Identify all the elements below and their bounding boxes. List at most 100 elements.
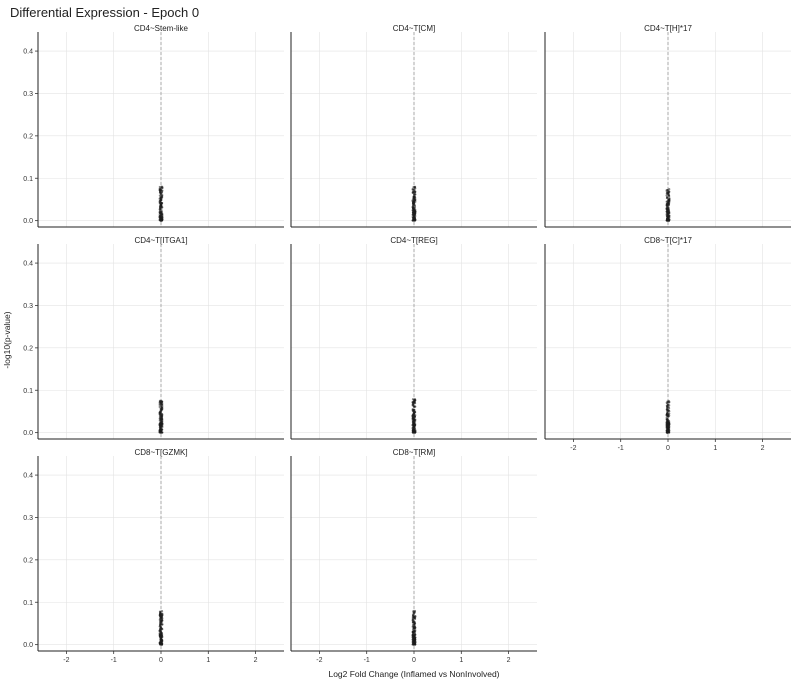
data-point	[160, 213, 163, 216]
data-point	[412, 413, 415, 416]
data-point	[158, 187, 161, 190]
data-point	[411, 207, 415, 210]
x-tick-label: 0	[666, 445, 670, 452]
data-point	[159, 610, 162, 614]
x-tick-label: -1	[618, 445, 624, 452]
data-point	[159, 413, 162, 416]
data-point	[158, 402, 161, 405]
data-point	[159, 407, 162, 410]
y-tick-label: 0.4	[23, 473, 33, 480]
data-point	[161, 193, 164, 197]
data-point	[411, 431, 415, 434]
x-tick-label: -1	[111, 657, 117, 664]
y-tick-label: 0.1	[23, 388, 33, 395]
x-tick-label: -2	[570, 445, 576, 452]
data-point	[161, 206, 164, 209]
data-point	[158, 632, 161, 636]
data-point	[160, 186, 163, 189]
data-point	[666, 418, 669, 421]
data-point	[160, 210, 163, 214]
data-point	[159, 425, 163, 429]
y-tick-label: 0.3	[23, 515, 33, 522]
data-point	[667, 207, 670, 210]
facet-panel: CD8~T[C]*17 -2 -1 0 1 2	[544, 236, 791, 452]
data-point	[666, 420, 670, 423]
data-point	[667, 405, 670, 409]
data-point	[412, 210, 416, 214]
data-point	[412, 410, 415, 413]
data-point	[413, 423, 416, 426]
data-point	[158, 201, 161, 205]
data-point	[666, 403, 669, 406]
data-point	[413, 195, 417, 198]
data-point	[159, 630, 163, 633]
data-point	[414, 187, 417, 190]
data-point	[665, 196, 669, 200]
facet-panels: CD4~Stem-like 0.0 0.1 0.2 0.3 0.4 CD4~T[CM] CD4…	[23, 24, 791, 664]
data-point	[667, 415, 670, 418]
data-point	[160, 423, 163, 427]
x-tick-label: -2	[316, 657, 322, 664]
data-point	[160, 621, 163, 625]
data-point	[667, 424, 670, 427]
data-point	[412, 643, 415, 646]
facet-strip-label: CD4~T[ITGA1]	[134, 236, 187, 245]
x-tick-label: -1	[364, 657, 370, 664]
data-point	[161, 623, 164, 626]
x-axis-title: Log2 Fold Change (Inflamed vs NonInvolve…	[328, 669, 499, 679]
data-point	[159, 410, 162, 413]
data-point	[668, 427, 671, 430]
data-point	[160, 431, 163, 434]
data-point	[159, 205, 162, 209]
data-point	[159, 635, 162, 639]
x-tick-label: 0	[412, 657, 416, 664]
data-point	[665, 204, 668, 207]
data-point	[160, 195, 163, 199]
x-tick-label: 2	[507, 657, 511, 664]
data-point	[159, 199, 162, 202]
y-tick-label: 0.0	[23, 642, 33, 649]
data-point	[160, 209, 163, 212]
data-point	[413, 405, 416, 408]
data-point	[413, 217, 417, 220]
data-point	[159, 422, 162, 425]
data-point	[161, 189, 164, 192]
data-point	[412, 420, 415, 423]
data-point	[665, 413, 669, 416]
data-point	[159, 218, 163, 221]
data-point	[412, 216, 415, 219]
data-point	[159, 412, 162, 415]
facet-panel: CD4~T[CM]	[290, 24, 537, 228]
data-point	[412, 625, 415, 628]
data-point	[414, 630, 417, 633]
facet-strip-label: CD4~T[H]*17	[644, 24, 692, 33]
data-point	[412, 403, 415, 406]
x-tick-label: 1	[206, 657, 210, 664]
data-point	[160, 638, 163, 641]
data-point	[159, 204, 162, 207]
data-point	[667, 219, 671, 222]
facet-panel: CD8~T[RM] -2 -1 0 1 2	[290, 448, 537, 664]
data-point	[666, 217, 669, 220]
data-point	[160, 404, 163, 407]
data-point	[413, 398, 417, 401]
data-point	[412, 213, 415, 217]
data-point	[159, 197, 162, 200]
data-point	[158, 429, 161, 432]
x-tick-label: 0	[159, 657, 163, 664]
y-tick-label: 0.2	[23, 133, 33, 140]
facet-strip-label: CD4~Stem-like	[134, 24, 189, 33]
y-tick-label: 0.0	[23, 218, 33, 225]
data-point	[412, 641, 415, 644]
y-tick-label: 0.0	[23, 430, 33, 437]
y-tick-label: 0.4	[23, 261, 33, 268]
y-tick-label: 0.2	[23, 345, 33, 352]
y-tick-label: 0.1	[23, 600, 33, 607]
data-point	[158, 643, 162, 646]
x-tick-label: 1	[459, 657, 463, 664]
data-point	[413, 617, 417, 621]
data-point	[412, 199, 416, 203]
facet-strip-label: CD8~T[GZMK]	[134, 448, 187, 457]
x-tick-label: 2	[761, 445, 765, 452]
